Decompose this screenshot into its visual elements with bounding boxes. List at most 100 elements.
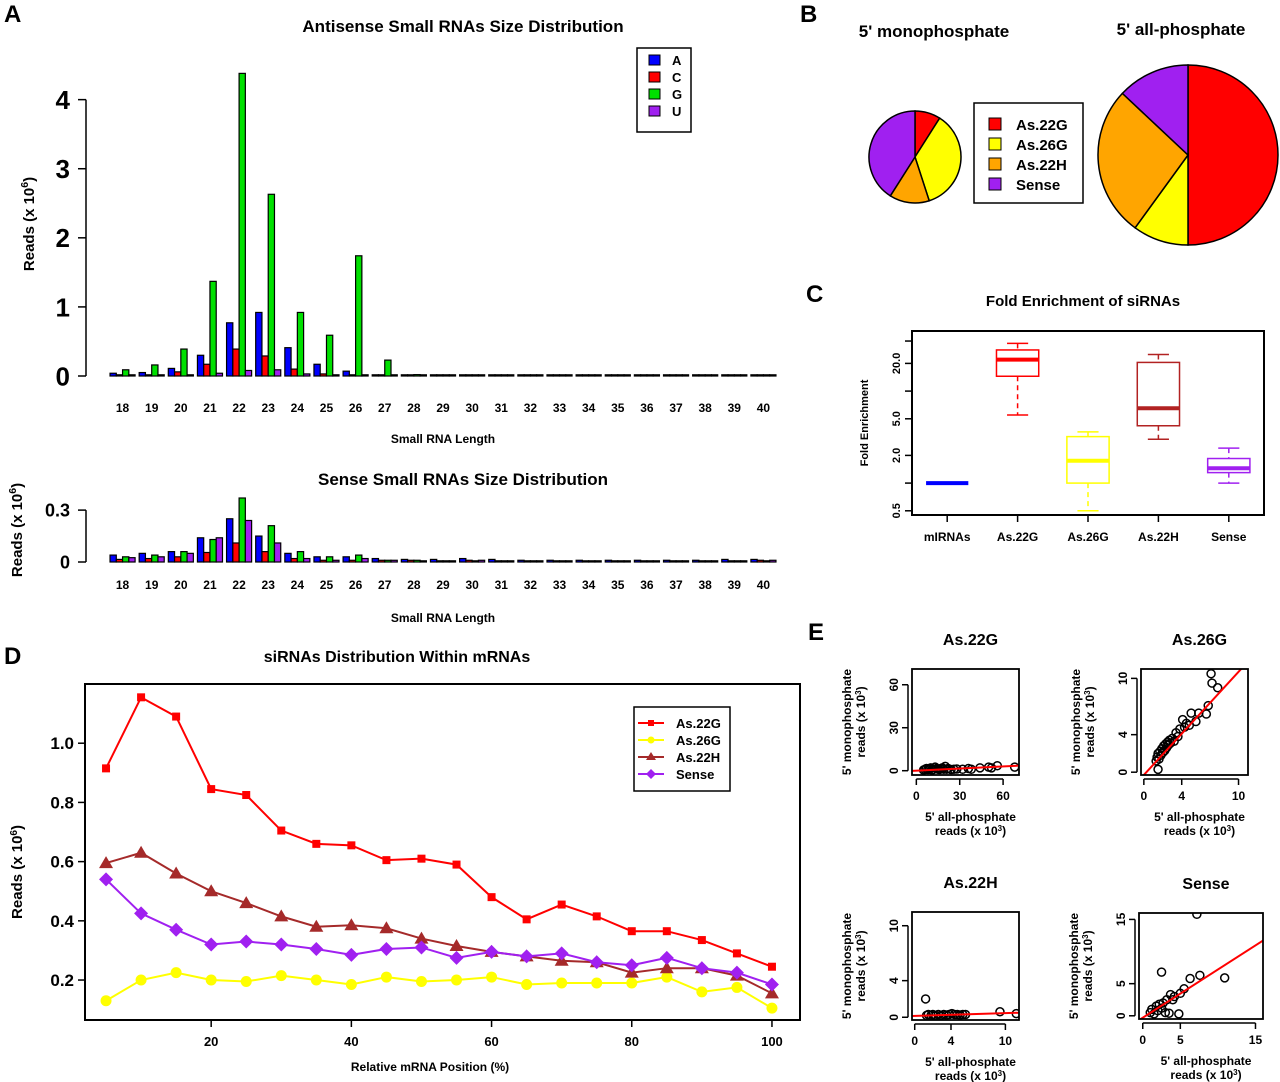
bar-A-22 — [225, 322, 234, 377]
y-axis-label-text: Reads (x 10 — [9, 836, 26, 919]
bar-G-21 — [209, 280, 217, 377]
x-tick-label: 22 — [232, 401, 246, 415]
y-axis-label-sup: 6 — [9, 830, 20, 836]
chart-title: siRNAs Distribution Within mRNAs — [264, 649, 531, 666]
data-point — [134, 845, 149, 858]
bar-U-30 — [477, 374, 486, 377]
bar-C-39 — [727, 374, 735, 377]
x-tick-label: 35 — [611, 578, 625, 592]
data-point — [415, 976, 427, 988]
points-group — [1142, 669, 1243, 775]
bar-C-36 — [640, 560, 648, 563]
x-tick-label: 19 — [145, 401, 159, 415]
y-axis-label-close: ) — [854, 930, 868, 934]
pie-title: 5' monophosphate — [859, 22, 1009, 41]
x-tick-label: 38 — [698, 578, 712, 592]
series-line — [105, 971, 773, 1010]
x-tick-label: 20 — [204, 1034, 218, 1049]
bar-C-33 — [552, 374, 561, 377]
legend-marker-As.22H — [646, 752, 656, 760]
bar-U-34 — [594, 374, 602, 377]
scatter-point — [1212, 683, 1223, 693]
x-tick-label: 40 — [757, 578, 771, 592]
data-point — [242, 791, 251, 800]
bar-U-20 — [186, 552, 194, 563]
bar-A-37 — [662, 559, 671, 563]
bar-A-34 — [575, 374, 583, 377]
bar-C-31 — [494, 374, 502, 377]
y-tick-label: 20.0 — [891, 353, 903, 374]
data-point — [554, 946, 569, 961]
y-axis-label-sup: 3 — [1083, 690, 1092, 695]
bar-U-38 — [710, 560, 719, 563]
y-tick-label: 15 — [1114, 912, 1128, 926]
x-axis-label-text: reads (x 10 — [935, 824, 998, 838]
bar-A-35 — [604, 374, 613, 377]
bar-G-36 — [646, 560, 654, 563]
bar-G-20 — [180, 551, 188, 563]
plot-frame — [1138, 912, 1264, 1020]
bar-A-19 — [138, 371, 147, 377]
bar-G-39 — [733, 374, 742, 377]
data-point — [347, 841, 356, 850]
y-axis-label: Reads (x 106) — [19, 177, 38, 271]
legend-marker-As.22G — [648, 720, 654, 726]
series-As.22H — [99, 845, 779, 999]
bar-G-20 — [180, 348, 188, 377]
x-tick-label: 35 — [611, 401, 625, 415]
data-point — [169, 866, 184, 879]
bar-A-18 — [109, 372, 117, 377]
data-point — [239, 934, 254, 949]
bar-C-40 — [756, 374, 765, 377]
pie-legend: As.22G As.26G As.22H Sense — [973, 102, 1084, 204]
scatter-point — [920, 994, 931, 1004]
bar-G-35 — [617, 560, 625, 563]
legend-label: Sense — [1016, 177, 1060, 194]
data-point — [591, 977, 603, 989]
legend-swatch-C — [648, 71, 661, 83]
bar-C-32 — [523, 374, 531, 377]
fold-enrichment-boxplot: Fold Enrichment of siRNAs 0.5 2.0 5.0 20.0 Fo… — [859, 293, 1265, 544]
bar-A-25 — [313, 556, 321, 563]
x-tick-label: 29 — [436, 578, 450, 592]
x-tick-label: 27 — [378, 401, 392, 415]
legend-label: As.22H — [1016, 157, 1067, 174]
y-axis-label-text: reads (x 10 — [854, 939, 868, 1002]
bar-U-18 — [128, 557, 136, 563]
bar-C-32 — [523, 560, 531, 563]
x-axis-label-sup: 3 — [1233, 1068, 1238, 1077]
y-tick-label: 4 — [1116, 731, 1130, 738]
bar-A-18 — [109, 554, 117, 563]
bar-G-26 — [355, 554, 363, 563]
x-tick-label: 30 — [953, 789, 967, 803]
x-axis-label-sup: 3 — [998, 1069, 1003, 1078]
bar-C-19 — [144, 374, 153, 377]
x-tick-label: 100 — [761, 1034, 783, 1049]
x-tick-label: 0 — [1140, 789, 1147, 803]
x-axis-label-line1: 5' all-phosphate — [925, 1055, 1016, 1069]
legend-label: U — [672, 104, 681, 119]
sense-size-chart: Sense Small RNAs Size Distribution 0 0.3 Re… — [7, 470, 777, 625]
bar-U-33 — [565, 560, 573, 563]
bar-C-37 — [669, 560, 677, 563]
bar-C-38 — [698, 374, 706, 377]
panel-label-a: A — [4, 1, 21, 28]
data-point — [99, 856, 114, 869]
data-point — [312, 839, 321, 848]
bar-U-33 — [565, 374, 573, 377]
x-tick-label: As.22H — [1138, 530, 1179, 544]
scatter-title: As.22H — [943, 875, 997, 892]
y-tick-label: 0 — [60, 552, 70, 572]
mrna-distribution-line-chart: siRNAs Distribution Within mRNAs 20 40 60 80… — [9, 649, 801, 1074]
x-tick-label: 15 — [1249, 1033, 1263, 1047]
data-point — [170, 967, 182, 979]
bar-U-32 — [536, 374, 544, 377]
box-As.22H — [1136, 353, 1181, 440]
data-point — [414, 931, 429, 944]
data-point — [486, 971, 498, 983]
data-point — [451, 974, 463, 986]
bar-G-33 — [558, 374, 567, 377]
x-axis-label: Small RNA Length — [391, 611, 495, 625]
y-axis-label-line1: 5' monophosphate — [840, 669, 854, 776]
